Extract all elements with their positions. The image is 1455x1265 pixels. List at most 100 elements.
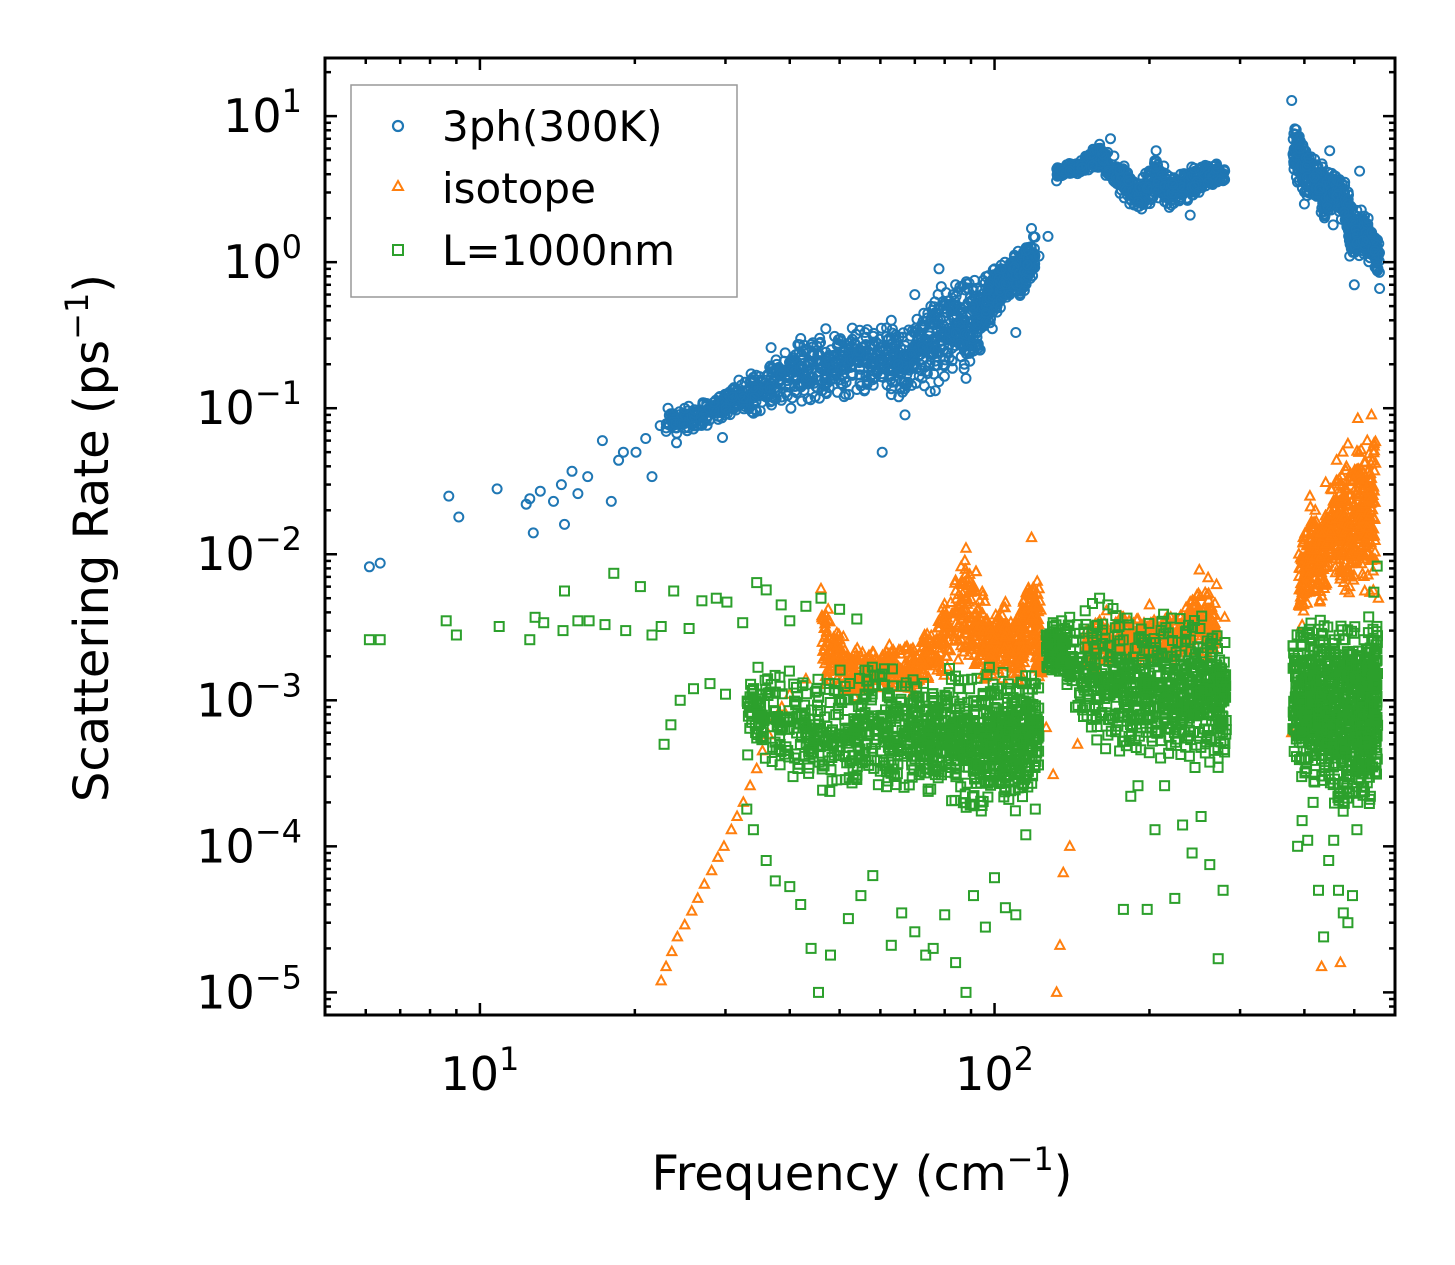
data-point-triangle <box>1352 522 1366 534</box>
data-point-circle <box>1019 273 1031 285</box>
data-point-circle <box>867 369 879 380</box>
data-point-circle <box>1151 183 1163 195</box>
data-point-circle <box>582 471 594 483</box>
data-point-triangle <box>1307 537 1320 549</box>
data-point-circle <box>1348 279 1360 291</box>
data-point-triangle <box>1194 608 1208 621</box>
data-point-circle <box>1105 133 1116 145</box>
data-point-triangle <box>818 639 832 651</box>
data-point-square <box>824 785 836 797</box>
data-point-square <box>823 683 835 695</box>
data-point-triangle <box>1292 569 1306 581</box>
data-point-circle <box>1286 95 1298 106</box>
data-point-triangle <box>1183 604 1196 616</box>
data-point-triangle <box>1013 632 1027 645</box>
data-point-square <box>783 665 795 677</box>
data-point-circle <box>727 391 739 403</box>
data-point-circle <box>747 407 759 419</box>
data-point-circle <box>791 387 803 399</box>
data-point-circle <box>689 404 700 416</box>
data-point-circle <box>613 454 625 466</box>
data-point-circle <box>986 323 998 335</box>
data-point-square <box>752 661 764 673</box>
data-point-square <box>789 695 800 707</box>
data-point-circle <box>1008 261 1020 273</box>
data-point-triangle <box>1350 444 1364 456</box>
data-point-circle <box>803 355 814 367</box>
data-point-triangle <box>970 653 984 665</box>
data-point-triangle <box>959 601 973 614</box>
data-point-circle <box>769 393 781 405</box>
data-point-circle <box>984 317 996 329</box>
data-point-square <box>882 687 894 699</box>
data-point-circle <box>788 370 800 382</box>
series-circle-points <box>363 95 1386 573</box>
data-point-triangle <box>654 973 668 986</box>
data-point-triangle <box>1330 453 1343 465</box>
data-point-circle <box>1175 168 1187 180</box>
data-point-square <box>750 727 762 739</box>
data-point-circle <box>1122 175 1134 187</box>
data-point-circle <box>776 391 787 403</box>
data-point-triangle <box>821 602 835 614</box>
data-point-triangle <box>1358 455 1371 468</box>
data-point-circle <box>1193 164 1205 176</box>
data-point-triangle <box>1343 549 1357 561</box>
data-point-circle <box>908 358 920 370</box>
data-point-circle <box>938 360 950 372</box>
data-point-square <box>823 677 835 689</box>
data-point-circle <box>829 349 841 361</box>
data-point-triangle <box>1369 434 1382 447</box>
data-point-circle <box>1338 206 1350 218</box>
data-point-square <box>759 752 771 764</box>
data-point-triangle <box>1315 588 1329 601</box>
data-point-circle <box>807 337 819 349</box>
data-point-square <box>839 680 851 692</box>
data-point-triangle <box>1201 570 1215 583</box>
data-point-square <box>848 713 860 725</box>
data-point-triangle <box>973 593 987 606</box>
data-point-circle <box>1096 148 1108 160</box>
data-point-circle <box>877 344 889 356</box>
data-point-triangle <box>1365 553 1378 565</box>
data-point-circle <box>747 381 759 393</box>
series-square-points <box>363 560 1384 998</box>
data-point-triangle <box>959 639 973 652</box>
data-point-triangle <box>992 609 1005 622</box>
data-point-triangle <box>698 877 711 889</box>
data-point-triangle <box>933 620 946 633</box>
data-point-triangle <box>989 607 1003 620</box>
data-point-triangle <box>1340 565 1353 577</box>
data-point-triangle <box>1004 659 1017 672</box>
data-point-circle <box>1159 196 1171 208</box>
data-point-circle <box>605 495 617 507</box>
data-point-square <box>883 756 895 768</box>
data-point-triangle <box>1340 459 1353 472</box>
data-point-triangle <box>970 612 984 625</box>
data-point-circle <box>630 446 642 458</box>
data-point-triangle <box>1193 589 1207 601</box>
data-point-circle <box>950 279 962 291</box>
data-point-circle <box>720 402 732 414</box>
data-point-triangle <box>883 637 896 650</box>
data-point-circle <box>899 349 911 361</box>
data-point-square <box>741 695 753 707</box>
data-point-triangle <box>685 904 699 916</box>
data-point-triangle <box>730 809 744 822</box>
data-point-triangle <box>1361 464 1375 477</box>
data-point-triangle <box>1030 616 1044 629</box>
data-point-circle <box>960 372 972 384</box>
data-point-square <box>826 752 838 763</box>
data-point-circle <box>899 409 911 421</box>
data-point-circle <box>572 488 584 500</box>
data-point-square <box>886 663 898 675</box>
data-point-circle <box>941 307 953 319</box>
data-point-triangle <box>933 653 946 666</box>
data-point-triangle <box>960 626 974 638</box>
data-point-square <box>888 769 900 781</box>
data-point-circle <box>1369 245 1381 257</box>
data-point-square <box>784 711 796 723</box>
data-point-triangle <box>1347 573 1360 585</box>
data-point-triangle <box>862 648 876 661</box>
data-point-circle <box>1175 193 1187 205</box>
